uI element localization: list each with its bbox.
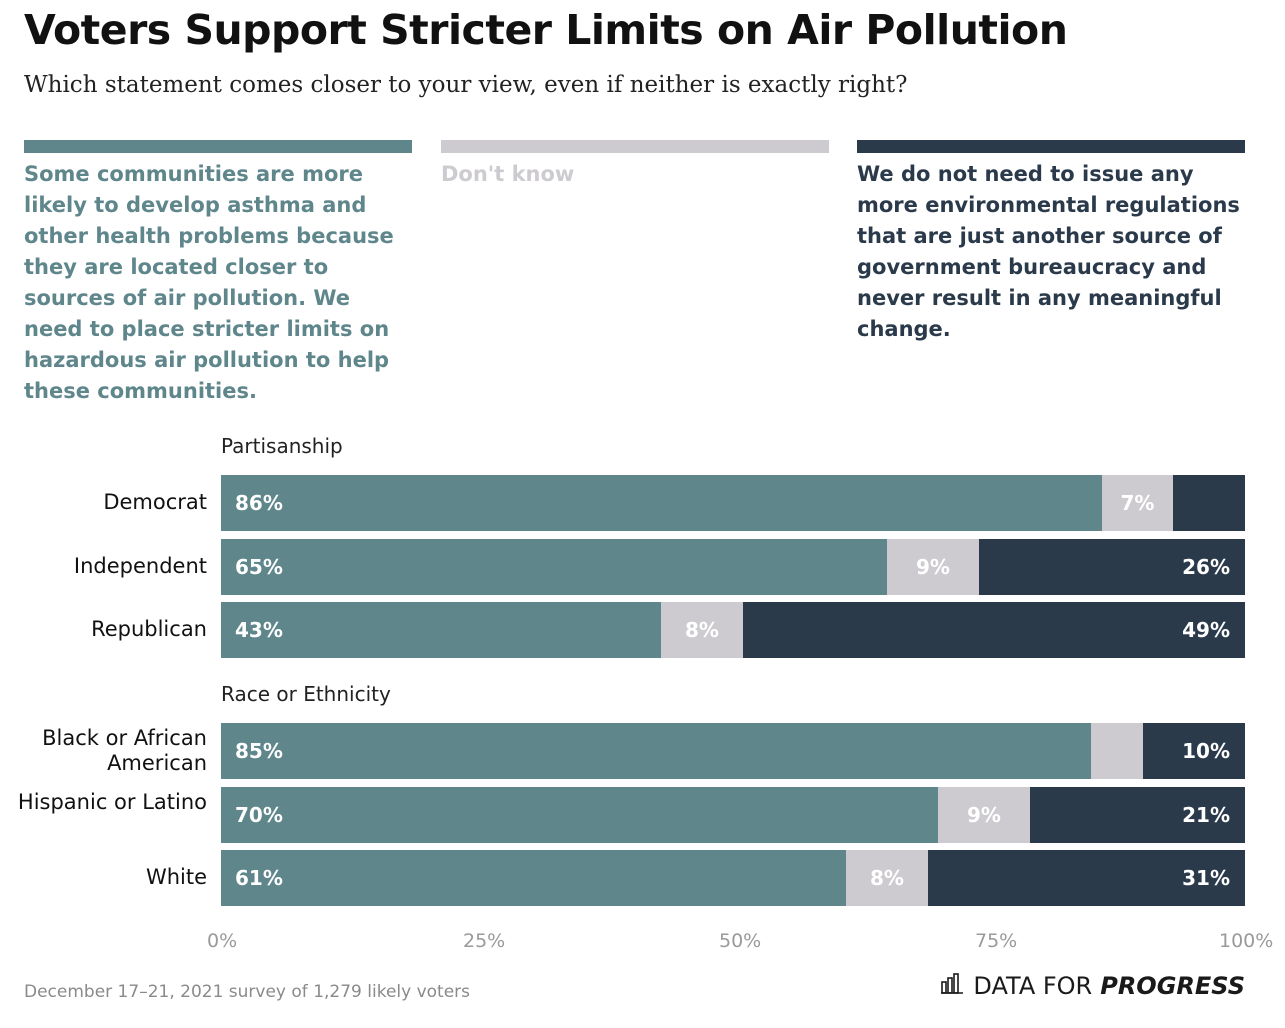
legend-label: Some communities are more likely to deve… bbox=[24, 162, 394, 403]
data-label: 65% bbox=[235, 555, 283, 579]
bar-segment bbox=[221, 723, 1091, 779]
data-label: 8% bbox=[685, 618, 719, 642]
data-label: 31% bbox=[1182, 866, 1230, 890]
legend-item: Some communities are more likely to deve… bbox=[24, 140, 412, 407]
bar-segment bbox=[1091, 723, 1143, 779]
legend-item: We do not need to issue any more environ… bbox=[857, 140, 1245, 345]
legend-swatch bbox=[24, 140, 412, 153]
category-label: Democrat bbox=[103, 490, 207, 514]
bar-row: 43% 8% 49% bbox=[221, 602, 1245, 658]
bar-segment bbox=[221, 787, 938, 843]
bar-row: 61% 8% 31% bbox=[221, 850, 1245, 906]
bar-row: 85% 10% bbox=[221, 723, 1245, 779]
bar-segment bbox=[221, 539, 887, 595]
bar-segment bbox=[928, 850, 1245, 906]
bar-segment bbox=[221, 850, 846, 906]
x-tick-label: 25% bbox=[463, 930, 506, 952]
data-label: 10% bbox=[1182, 739, 1230, 763]
bar-segment bbox=[1102, 475, 1173, 531]
group-label: Race or Ethnicity bbox=[221, 682, 391, 706]
data-label: 70% bbox=[235, 803, 283, 827]
brand-light: DATA FOR bbox=[973, 972, 1093, 1000]
bar-segment bbox=[661, 602, 743, 658]
category-label: Independent bbox=[73, 554, 207, 578]
bar-segment bbox=[221, 602, 661, 658]
source-note: December 17–21, 2021 survey of 1,279 lik… bbox=[24, 982, 471, 1002]
category-label: Black or African American bbox=[42, 726, 207, 775]
x-tick-label: 0% bbox=[207, 930, 238, 952]
data-label: 43% bbox=[235, 618, 283, 642]
x-tick-label: 50% bbox=[719, 930, 762, 952]
bar-row: 65% 9% 26% bbox=[221, 539, 1245, 595]
chart-title: Voters Support Stricter Limits on Air Po… bbox=[24, 6, 1068, 54]
data-label: 9% bbox=[967, 803, 1001, 827]
chart-subtitle: Which statement comes closer to your vie… bbox=[24, 72, 908, 98]
data-label: 21% bbox=[1182, 803, 1230, 827]
bar-segment bbox=[938, 787, 1030, 843]
bar-chart-icon bbox=[941, 972, 965, 1000]
brand-logo: DATA FOR PROGRESS bbox=[941, 972, 1245, 1000]
bar-segment bbox=[846, 850, 928, 906]
bar-segment bbox=[221, 475, 1102, 531]
legend-label: We do not need to issue any more environ… bbox=[857, 162, 1240, 341]
x-tick-label: 75% bbox=[975, 930, 1018, 952]
bar-segment bbox=[979, 539, 1245, 595]
bar-segment bbox=[1030, 787, 1245, 843]
legend-swatch bbox=[857, 140, 1245, 153]
category-label: Republican bbox=[91, 617, 207, 641]
brand-strong: PROGRESS bbox=[1100, 972, 1245, 1000]
x-tick-label: 100% bbox=[1219, 930, 1274, 952]
category-label: White bbox=[145, 865, 207, 889]
data-label: 8% bbox=[870, 866, 904, 890]
data-label: 7% bbox=[1120, 491, 1155, 515]
data-label: 49% bbox=[1182, 618, 1230, 642]
legend-item: Don't know bbox=[441, 140, 829, 190]
bar-segment bbox=[1143, 723, 1245, 779]
data-label: 86% bbox=[235, 491, 283, 515]
data-label: 61% bbox=[235, 866, 283, 890]
data-label: 85% bbox=[235, 739, 283, 763]
bar-row: 86% 7% bbox=[221, 475, 1245, 531]
group-label: Partisanship bbox=[221, 434, 343, 458]
data-label: 26% bbox=[1182, 555, 1230, 579]
data-label: 9% bbox=[916, 555, 950, 579]
legend-label: Don't know bbox=[441, 162, 575, 186]
category-label: Hispanic or Latino bbox=[17, 790, 207, 814]
legend-swatch bbox=[441, 140, 829, 153]
bar-segment bbox=[743, 602, 1245, 658]
bar-row: 70% 9% 21% bbox=[221, 787, 1245, 843]
bar-segment bbox=[1173, 475, 1245, 531]
bar-segment bbox=[887, 539, 979, 595]
